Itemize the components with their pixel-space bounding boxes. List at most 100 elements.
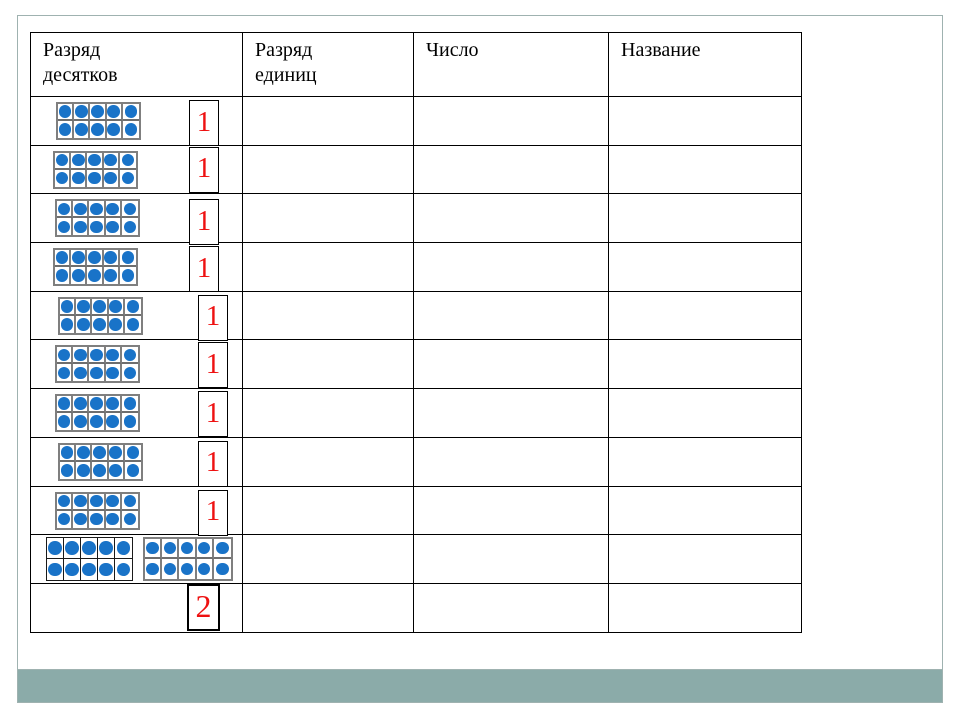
slide: Разряд десятков Разряд единиц Число Назв…	[17, 15, 943, 703]
counter-dot	[123, 202, 137, 216]
cell-name	[608, 242, 802, 292]
ten-frame-cell	[60, 444, 77, 462]
ten-frame-cell	[89, 413, 106, 431]
ten-frame-cell	[104, 267, 120, 285]
counter-dot	[57, 512, 71, 526]
table-row: 1	[30, 388, 802, 438]
units-box: 1	[189, 199, 219, 246]
ten-frame-cell	[57, 413, 74, 431]
cell-number	[413, 193, 609, 244]
counter-dot	[82, 562, 96, 577]
counter-dot	[123, 397, 137, 410]
counter-dot	[74, 348, 87, 362]
counter-dot	[58, 105, 72, 118]
counter-dot	[90, 366, 103, 380]
ten-frame-cell	[105, 493, 122, 511]
counter-dot	[106, 494, 119, 508]
cell-tens: 1	[30, 485, 243, 536]
ten-frame-cell	[73, 347, 90, 365]
counter-dot	[55, 171, 69, 185]
ten-frame-cell	[105, 201, 122, 219]
counter-dot	[197, 541, 211, 555]
ten-frame-cell	[81, 538, 98, 560]
ten-frame-cell	[122, 364, 138, 381]
ten-frame-cell	[58, 104, 75, 121]
ten-frame-cell	[121, 201, 138, 219]
ten-frame-cell	[179, 539, 197, 560]
ten-frame-cell	[73, 364, 90, 382]
ten-frame-cell	[115, 538, 132, 560]
units-box: 1	[198, 391, 228, 438]
ten-frame-cell	[108, 298, 125, 316]
ten-frame-cell	[120, 267, 136, 284]
units-digit: 1	[205, 347, 221, 380]
counter-dot	[60, 300, 74, 313]
counter-dot	[99, 562, 113, 577]
counter-dot	[163, 562, 177, 576]
cell-tens: 1	[30, 290, 243, 341]
counter-dot	[90, 415, 103, 428]
counter-dot	[74, 220, 87, 234]
counter-dot	[55, 269, 69, 282]
counter-dot	[55, 153, 69, 167]
ten-frame-cell	[119, 250, 136, 268]
counter-dot	[123, 348, 137, 362]
counter-dot	[106, 220, 119, 234]
ten-frame	[55, 345, 140, 384]
counter-dot	[126, 464, 140, 477]
counter-dot	[74, 397, 87, 410]
cell-name	[608, 339, 802, 390]
ten-frame-cell	[179, 559, 197, 580]
counter-dot	[74, 202, 87, 216]
counter-dot	[72, 269, 85, 282]
units-box: 1	[198, 294, 228, 341]
units-digit: 1	[196, 204, 212, 237]
counter-dot	[57, 202, 71, 216]
ten-frame	[53, 150, 138, 189]
cell-name	[608, 193, 802, 244]
ten-frame-cell	[74, 104, 91, 121]
ten-frame-cell	[162, 559, 180, 580]
ten-frame-cell	[109, 461, 125, 479]
ten-frame-cell	[76, 298, 93, 316]
counter-dot	[146, 562, 159, 576]
counter-dot	[77, 318, 90, 331]
header-tens-place: Разряд десятков	[30, 32, 243, 97]
table-row: 1	[30, 290, 802, 341]
ten-frame-cell	[124, 299, 141, 316]
counter-dot	[74, 366, 87, 380]
counter-dot	[104, 269, 117, 282]
ten-frame-cell	[105, 396, 122, 414]
counter-dot	[106, 366, 119, 380]
ten-frame-cell	[121, 396, 138, 414]
ten-frame-cell	[98, 538, 115, 560]
counter-dot	[180, 541, 194, 555]
ten-frame-cell	[109, 315, 125, 333]
header-tens-place-label: Разряд десятков	[43, 39, 118, 86]
counter-dot	[77, 464, 90, 477]
units-digit: 1	[205, 446, 221, 479]
ten-frame-cell	[125, 462, 141, 479]
ten-frame-cell	[124, 445, 141, 462]
counter-dot	[60, 318, 74, 331]
ten-frame-cell	[64, 538, 81, 560]
ten-frame-cell	[73, 413, 90, 431]
counter-dot	[163, 541, 177, 555]
units-digit: 1	[196, 105, 212, 138]
cell-units	[242, 436, 414, 487]
ten-frame-cell	[89, 347, 106, 365]
counter-dot	[107, 123, 120, 136]
cell-units	[242, 485, 414, 536]
counter-dot	[57, 397, 71, 410]
ten-frame-cell	[92, 315, 109, 333]
counter-dot	[74, 415, 87, 428]
ten-frame	[55, 491, 140, 530]
ten-frame-cell	[115, 559, 132, 580]
ten-frame-cell	[103, 250, 120, 268]
counter-dot	[65, 562, 79, 577]
cell-number	[413, 582, 609, 633]
ten-frame	[56, 102, 141, 140]
ten-frame-cell	[145, 539, 163, 560]
counter-dot	[90, 202, 103, 216]
units-digit: 1	[205, 495, 221, 527]
